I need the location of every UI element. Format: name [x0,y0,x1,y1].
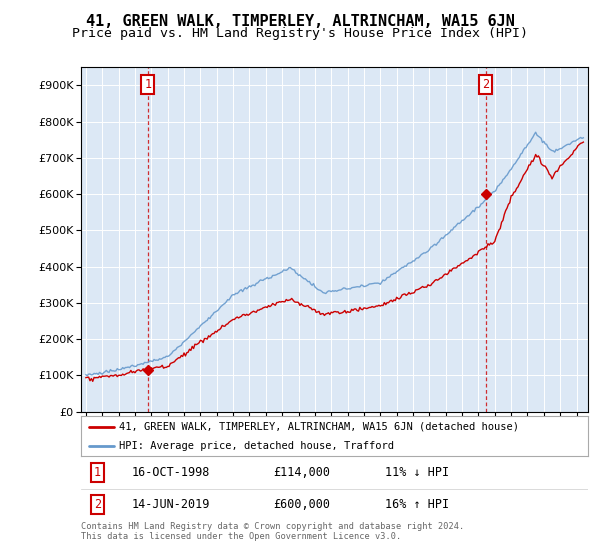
Text: 1: 1 [94,466,101,479]
Text: Contains HM Land Registry data © Crown copyright and database right 2024.
This d: Contains HM Land Registry data © Crown c… [81,522,464,542]
Text: 14-JUN-2019: 14-JUN-2019 [132,498,210,511]
Text: 1: 1 [145,78,151,91]
Text: £600,000: £600,000 [274,498,331,511]
Text: 16% ↑ HPI: 16% ↑ HPI [385,498,449,511]
Text: 11% ↓ HPI: 11% ↓ HPI [385,466,449,479]
Text: 16-OCT-1998: 16-OCT-1998 [132,466,210,479]
Text: 41, GREEN WALK, TIMPERLEY, ALTRINCHAM, WA15 6JN (detached house): 41, GREEN WALK, TIMPERLEY, ALTRINCHAM, W… [119,422,519,432]
Text: 2: 2 [482,78,490,91]
Text: 41, GREEN WALK, TIMPERLEY, ALTRINCHAM, WA15 6JN: 41, GREEN WALK, TIMPERLEY, ALTRINCHAM, W… [86,14,514,29]
Text: 2: 2 [94,498,101,511]
Text: £114,000: £114,000 [274,466,331,479]
Text: Price paid vs. HM Land Registry's House Price Index (HPI): Price paid vs. HM Land Registry's House … [72,27,528,40]
Text: HPI: Average price, detached house, Trafford: HPI: Average price, detached house, Traf… [119,441,394,450]
